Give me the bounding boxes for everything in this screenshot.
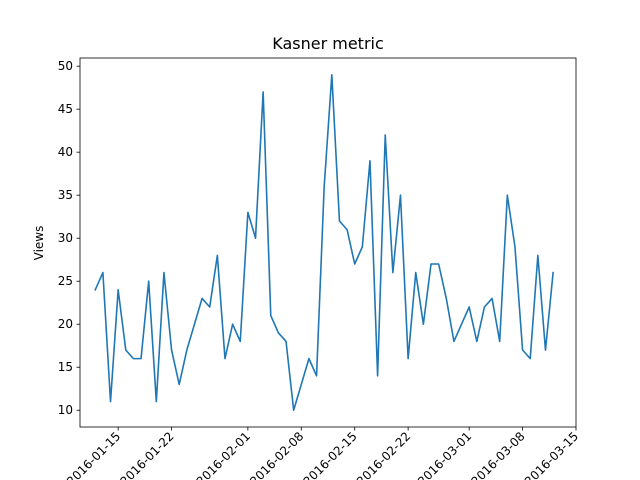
data-point xyxy=(224,358,225,359)
chart-title: Kasner metric xyxy=(272,34,384,53)
data-point xyxy=(209,306,210,307)
data-point xyxy=(499,341,500,342)
data-point xyxy=(171,349,172,350)
data-point xyxy=(553,272,554,273)
data-point xyxy=(423,324,424,325)
axes-frame xyxy=(79,57,577,428)
series-line-0 xyxy=(94,73,554,412)
data-point xyxy=(263,91,264,92)
data-point xyxy=(163,272,164,273)
data-point xyxy=(346,229,347,230)
data-point xyxy=(324,186,325,187)
data-point xyxy=(308,358,309,359)
data-point xyxy=(514,246,515,247)
y-axis-label: Views xyxy=(32,226,46,261)
data-point xyxy=(537,255,538,256)
data-point xyxy=(476,341,477,342)
data-point xyxy=(377,375,378,376)
data-point xyxy=(400,195,401,196)
y-tick-label: 20 xyxy=(58,317,73,331)
y-tick-label: 10 xyxy=(58,403,73,417)
data-point xyxy=(133,358,134,359)
data-point xyxy=(354,263,355,264)
data-point xyxy=(430,263,431,264)
data-point xyxy=(453,341,454,342)
data-point xyxy=(217,255,218,256)
data-point xyxy=(95,289,96,290)
data-point xyxy=(446,298,447,299)
y-tick-label: 15 xyxy=(58,360,73,374)
data-point xyxy=(118,289,119,290)
data-point xyxy=(102,272,103,273)
data-point xyxy=(110,401,111,402)
data-point xyxy=(484,306,485,307)
data-point xyxy=(545,349,546,350)
data-point xyxy=(369,160,370,161)
data-point xyxy=(285,341,286,342)
data-point xyxy=(148,281,149,282)
data-point xyxy=(522,349,523,350)
y-tick-label: 45 xyxy=(58,102,73,116)
data-point xyxy=(408,358,409,359)
data-point xyxy=(469,306,470,307)
data-point xyxy=(461,324,462,325)
data-point xyxy=(232,324,233,325)
y-tick-label: 25 xyxy=(58,274,73,288)
data-point xyxy=(339,220,340,221)
data-point xyxy=(140,358,141,359)
y-tick-label: 40 xyxy=(58,145,73,159)
data-point xyxy=(247,212,248,213)
data-point xyxy=(507,195,508,196)
data-point xyxy=(186,349,187,350)
data-point xyxy=(530,358,531,359)
data-point xyxy=(392,272,393,273)
data-point xyxy=(293,410,294,411)
data-point xyxy=(270,315,271,316)
y-tick-label: 30 xyxy=(58,231,73,245)
data-point xyxy=(331,74,332,75)
data-point xyxy=(385,134,386,135)
data-point xyxy=(278,332,279,333)
data-point xyxy=(125,349,126,350)
data-point xyxy=(179,384,180,385)
data-point xyxy=(194,324,195,325)
data-point xyxy=(301,384,302,385)
y-tick-label: 50 xyxy=(58,59,73,73)
data-point xyxy=(316,375,317,376)
data-point xyxy=(240,341,241,342)
data-point xyxy=(415,272,416,273)
data-point xyxy=(362,246,363,247)
data-point xyxy=(201,298,202,299)
data-point xyxy=(491,298,492,299)
data-point xyxy=(156,401,157,402)
data-point xyxy=(255,238,256,239)
data-point xyxy=(438,263,439,264)
y-tick-label: 35 xyxy=(58,188,73,202)
